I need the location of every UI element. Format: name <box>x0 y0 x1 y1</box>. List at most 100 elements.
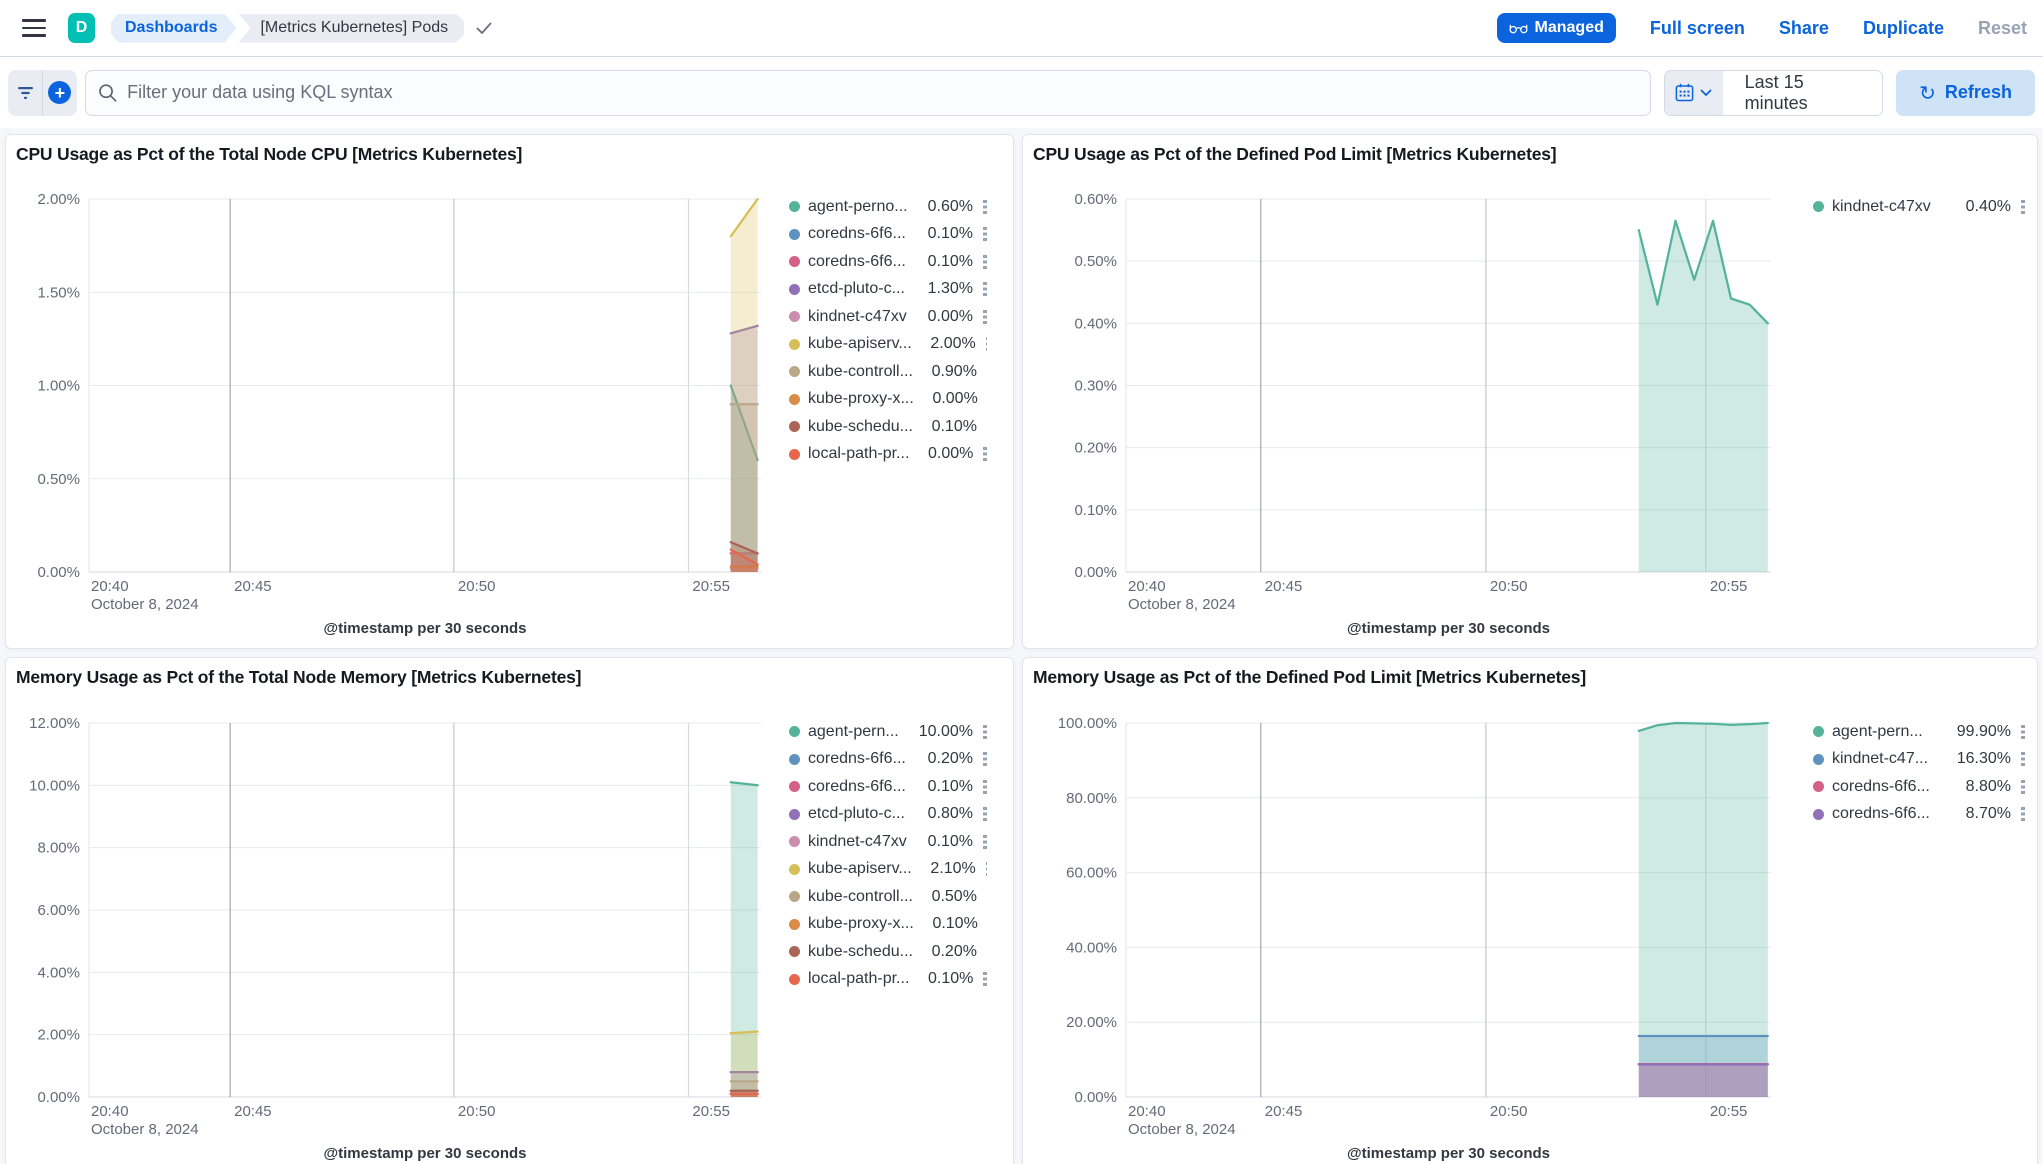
legend-actions-icon[interactable] <box>983 254 987 269</box>
legend-item[interactable]: kube-apiserv... 2.10% <box>789 856 987 884</box>
legend-series-label[interactable]: coredns-6f6... <box>808 225 906 243</box>
legend-series-label[interactable]: local-path-pr... <box>808 445 910 463</box>
panel-memory-node-usage: Memory Usage as Pct of the Total Node Me… <box>5 657 1014 1164</box>
date-quick-select-button[interactable] <box>1664 70 1723 115</box>
kql-search-bar[interactable] <box>84 69 1651 116</box>
legend-item[interactable]: kube-apiserv... 2.00% <box>789 331 987 359</box>
legend-item[interactable]: kube-controll... 0.90% <box>789 358 987 386</box>
legend-item[interactable]: coredns-6f6... 8.70% <box>1813 801 2025 829</box>
deployment-logo[interactable]: D <box>68 13 95 43</box>
legend-actions-icon[interactable] <box>983 807 987 822</box>
x-tick-label: 20:40 <box>91 578 129 595</box>
breadcrumb-current-dashboard[interactable]: [Metrics Kubernetes] Pods <box>238 14 464 43</box>
legend-series-label[interactable]: kube-schedu... <box>808 942 913 960</box>
legend-item[interactable]: etcd-pluto-c... 1.30% <box>789 276 987 304</box>
legend-actions-icon[interactable] <box>983 447 987 462</box>
legend-actions-icon[interactable] <box>983 309 987 324</box>
legend-actions-icon[interactable] <box>985 862 987 877</box>
time-range-button[interactable]: Last 15 minutes <box>1722 70 1883 115</box>
refresh-button[interactable]: ↻ Refresh <box>1896 69 2035 116</box>
legend-item[interactable]: kindnet-c47... 16.30% <box>1813 746 2025 774</box>
x-tick-label: 20:45 <box>234 1103 272 1120</box>
menu-hamburger-icon[interactable] <box>22 19 46 37</box>
legend-item[interactable]: coredns-6f6... 0.10% <box>789 248 987 276</box>
legend-item[interactable]: local-path-pr... 0.10% <box>789 966 987 994</box>
legend-series-value: 0.10% <box>927 252 973 270</box>
legend-item[interactable]: kindnet-c47xv 0.10% <box>789 828 987 856</box>
share-button[interactable]: Share <box>1778 17 1829 38</box>
legend-item[interactable]: coredns-6f6... 0.20% <box>789 746 987 774</box>
legend-series-label[interactable]: kube-apiserv... <box>808 335 912 353</box>
legend-item[interactable]: kube-proxy-x... 0.00% <box>789 386 987 414</box>
legend-series-label[interactable]: coredns-6f6... <box>1832 805 1930 823</box>
legend-actions-icon[interactable] <box>2021 779 2025 794</box>
area-chart-cpu-pod-limit[interactable]: 0.60% 0.50% 0.40% 0.30% 0.20% 0.10% 0.00% 20:40… <box>1023 173 2037 648</box>
legend-actions-icon[interactable] <box>983 752 987 767</box>
area-chart-memory-node[interactable]: 12.00% 10.00% 8.00% 6.00% 4.00% 2.00% 0.00% 20:… <box>6 696 1013 1164</box>
legend-series-label[interactable]: kindnet-c47xv <box>808 832 907 850</box>
legend-series-label[interactable]: kube-schedu... <box>808 417 913 435</box>
legend-item[interactable]: coredns-6f6... 8.80% <box>1813 773 2025 801</box>
legend-series-value: 0.50% <box>931 887 977 905</box>
legend-series-label[interactable]: agent-pern... <box>808 722 899 740</box>
legend-actions-icon[interactable] <box>983 282 987 297</box>
legend-actions-icon[interactable] <box>983 724 987 739</box>
legend-series-label[interactable]: kube-controll... <box>808 887 913 905</box>
legend-series-label[interactable]: kube-proxy-x... <box>808 915 914 933</box>
full-screen-button[interactable]: Full screen <box>1649 17 1745 38</box>
legend-series-label[interactable]: etcd-pluto-c... <box>808 805 905 823</box>
legend-series-dot <box>789 836 800 848</box>
y-tick-label: 0.10% <box>1074 502 1117 519</box>
legend-item[interactable]: local-path-pr... 0.00% <box>789 441 987 469</box>
x-tick-label: 20:50 <box>458 1103 496 1120</box>
legend-actions-icon[interactable] <box>983 199 987 214</box>
legend-series-label[interactable]: kube-proxy-x... <box>808 390 914 408</box>
legend-series-label[interactable]: coredns-6f6... <box>808 777 906 795</box>
legend-item[interactable]: agent-pern... 10.00% <box>789 718 987 746</box>
legend-series-label[interactable]: etcd-pluto-c... <box>808 280 905 298</box>
legend-actions-icon[interactable] <box>2021 752 2025 767</box>
legend-actions-icon[interactable] <box>2021 724 2025 739</box>
legend-item[interactable]: coredns-6f6... 0.10% <box>789 773 987 801</box>
managed-badge[interactable]: Managed <box>1496 13 1616 43</box>
legend-series-label[interactable]: kindnet-c47xv <box>1832 197 1931 215</box>
legend-series-label[interactable]: local-path-pr... <box>808 970 910 988</box>
breadcrumb-dashboards[interactable]: Dashboards <box>111 14 236 43</box>
legend-actions-icon[interactable] <box>985 337 987 352</box>
legend-actions-icon[interactable] <box>2021 199 2025 214</box>
legend-series-label[interactable]: coredns-6f6... <box>808 750 906 768</box>
legend-series-label[interactable]: coredns-6f6... <box>1832 777 1930 795</box>
legend-item[interactable]: kindnet-c47xv 0.40% <box>1813 193 2025 221</box>
legend-series-value: 99.90% <box>1956 722 2011 740</box>
legend-item[interactable]: kube-proxy-x... 0.10% <box>789 911 987 939</box>
legend-actions-icon[interactable] <box>983 227 987 242</box>
area-chart-memory-pod-limit[interactable]: 100.00% 80.00% 60.00% 40.00% 20.00% 0.00% 20:4… <box>1023 696 2037 1164</box>
legend-actions-icon[interactable] <box>983 779 987 794</box>
legend-item[interactable]: kube-schedu... 0.10% <box>789 413 987 441</box>
legend-item[interactable]: kindnet-c47xv 0.00% <box>789 303 987 331</box>
legend-series-label[interactable]: kindnet-c47... <box>1832 750 1929 768</box>
y-tick-label: 0.30% <box>1074 378 1117 395</box>
legend-series-label[interactable]: coredns-6f6... <box>808 252 906 270</box>
legend-series-label[interactable]: kube-apiserv... <box>808 860 912 878</box>
saved-query-filter-button[interactable] <box>8 70 42 116</box>
legend-series-label[interactable]: agent-pern... <box>1832 722 1923 740</box>
legend-actions-icon[interactable] <box>2021 807 2025 822</box>
legend-item[interactable]: agent-pern... 99.90% <box>1813 718 2025 746</box>
legend-item[interactable]: coredns-6f6... 0.10% <box>789 221 987 249</box>
legend-actions-icon[interactable] <box>983 834 987 849</box>
kql-search-input[interactable] <box>127 82 1638 103</box>
legend-item[interactable]: kube-controll... 0.50% <box>789 883 987 911</box>
y-tick-label: 60.00% <box>1066 865 1117 882</box>
legend-series-label[interactable]: kube-controll... <box>808 362 913 380</box>
legend-item[interactable]: etcd-pluto-c... 0.80% <box>789 801 987 829</box>
legend-series-label[interactable]: kindnet-c47xv <box>808 307 907 325</box>
legend-series-label[interactable]: agent-perno... <box>808 197 908 215</box>
reset-button[interactable]: Reset <box>1977 17 2027 38</box>
add-filter-button[interactable]: + <box>42 69 76 116</box>
legend-item[interactable]: kube-schedu... 0.20% <box>789 938 987 966</box>
duplicate-button[interactable]: Duplicate <box>1862 17 1944 38</box>
legend-item[interactable]: agent-perno... 0.60% <box>789 193 987 221</box>
legend-actions-icon[interactable] <box>983 972 987 987</box>
